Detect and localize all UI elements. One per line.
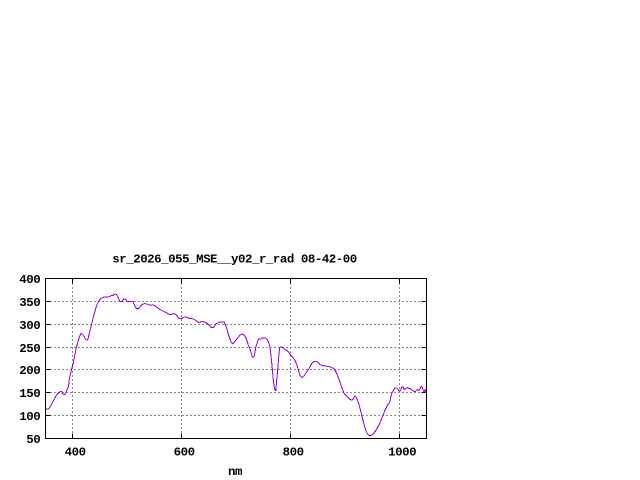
svg-text:100: 100 [19, 410, 40, 424]
svg-text:400: 400 [19, 273, 40, 287]
svg-text:400: 400 [65, 446, 86, 460]
svg-text:nm: nm [228, 465, 242, 479]
svg-text:200: 200 [19, 364, 40, 378]
svg-text:50: 50 [26, 433, 40, 447]
svg-text:250: 250 [19, 342, 40, 356]
svg-text:600: 600 [174, 446, 195, 460]
svg-text:1000: 1000 [388, 446, 416, 460]
svg-text:800: 800 [283, 446, 304, 460]
svg-text:350: 350 [19, 296, 40, 310]
svg-text:150: 150 [19, 387, 40, 401]
svg-text:sr_2026_055_MSE__y02_r_rad 08-: sr_2026_055_MSE__y02_r_rad 08-42-00 [112, 253, 357, 267]
svg-text:300: 300 [19, 319, 40, 333]
